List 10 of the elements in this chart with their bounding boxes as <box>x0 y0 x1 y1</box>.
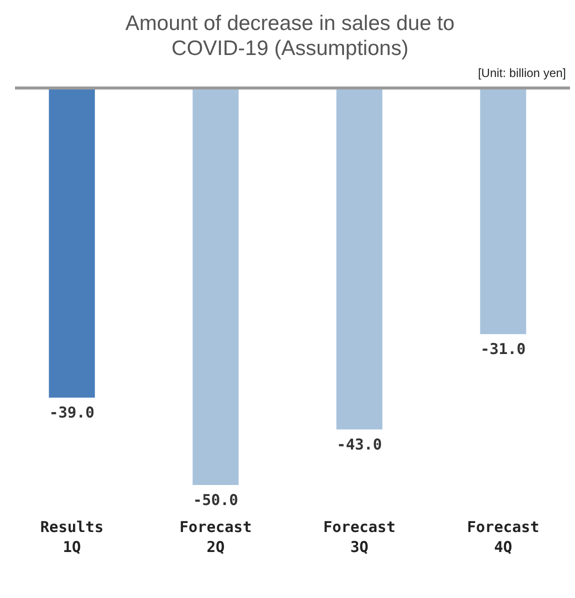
data-label: -31.0 <box>480 340 526 358</box>
chart-title: Amount of decrease in sales due to COVID-19 (Assumptions) <box>125 12 455 60</box>
x-tick-label: Forecast 2Q <box>180 518 252 556</box>
data-label: -43.0 <box>336 435 382 454</box>
data-label: -50.0 <box>193 491 238 509</box>
text: [Unit: billion yen] <box>478 66 566 80</box>
x-tick-label: Results 1Q <box>40 518 104 556</box>
x-tick-label: Forecast 4Q <box>467 518 540 556</box>
x-tick-label: Forecast 3Q <box>323 518 396 556</box>
data-label: -39.0 <box>49 404 94 422</box>
